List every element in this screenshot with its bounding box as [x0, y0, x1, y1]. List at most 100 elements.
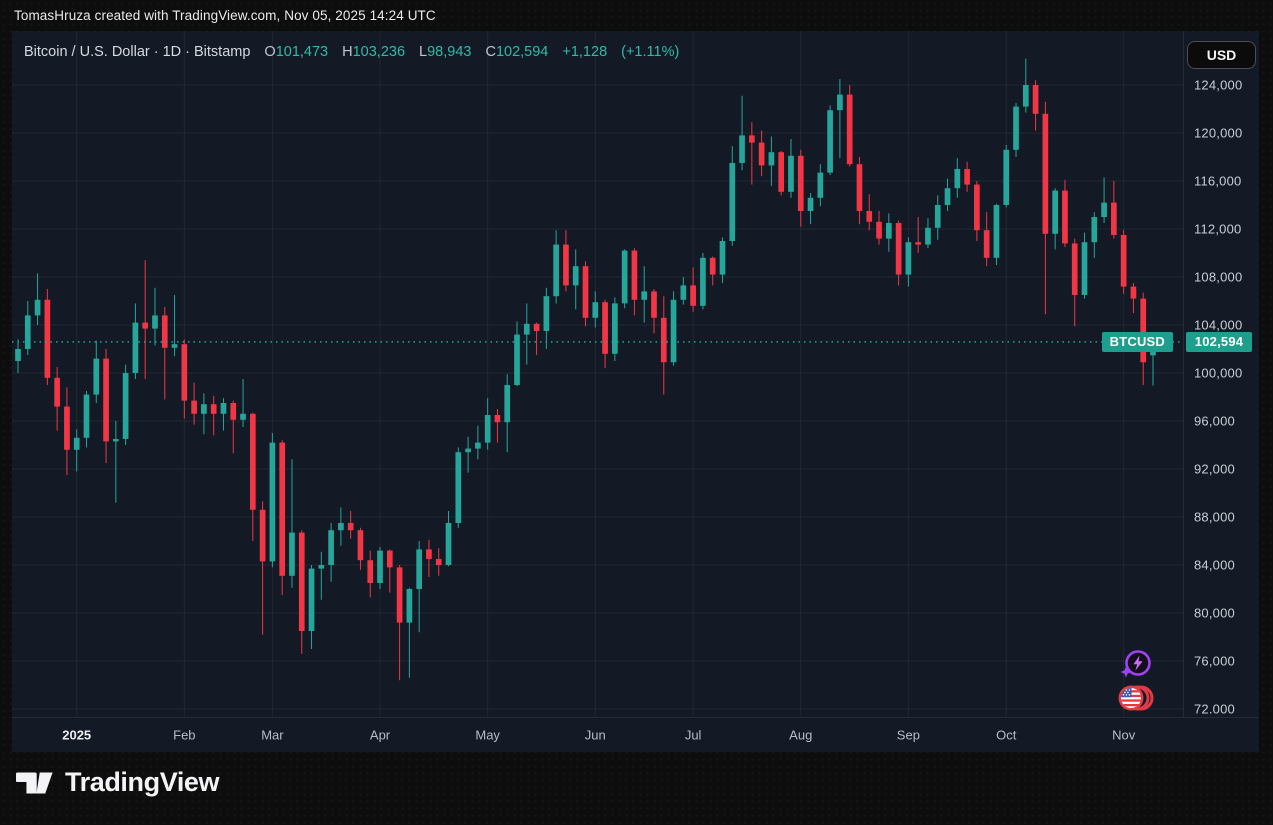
candle-body	[621, 250, 628, 304]
candle-body	[240, 413, 246, 420]
candle-body	[171, 344, 178, 348]
candle-body	[34, 299, 41, 316]
chart-pane[interactable]: Bitcoin / U.S. Dollar · 1D · Bitstamp O1…	[12, 31, 1259, 752]
time-tick-label: 2025	[62, 727, 92, 743]
candle-body	[1081, 242, 1088, 295]
candle-body	[1062, 190, 1068, 244]
candle-body	[1130, 286, 1137, 299]
candle-body	[386, 550, 393, 568]
candle-body	[846, 94, 853, 165]
candle-body	[915, 242, 922, 245]
candle-body	[1022, 85, 1029, 107]
candle-body	[445, 523, 452, 565]
candle-body	[748, 135, 755, 143]
candle-body	[83, 394, 90, 438]
candle-body	[631, 250, 638, 300]
candle-body	[249, 413, 256, 510]
price-tick-label: 112,000	[1194, 221, 1242, 237]
candle-body	[504, 385, 511, 423]
candle-body	[690, 285, 696, 306]
candle-body	[191, 400, 197, 414]
candle-body	[1032, 85, 1039, 114]
candle-body	[768, 152, 775, 166]
candle-body	[1140, 298, 1147, 363]
candle-body	[338, 523, 344, 531]
candlestick-plot[interactable]	[12, 31, 1259, 717]
candle-body	[161, 315, 168, 348]
time-tick-label: Feb	[173, 727, 196, 743]
candle-body	[465, 448, 471, 453]
candle-body	[533, 323, 540, 331]
candle-body	[93, 358, 100, 395]
attribution-bar: TomasHruza created with TradingView.com,…	[14, 0, 1273, 31]
candle-body	[660, 317, 667, 363]
last-price-chip: 102,594	[1186, 331, 1252, 352]
candle-body	[210, 404, 217, 414]
time-tick-label: Apr	[369, 727, 391, 743]
tradingview-logo[interactable]: TradingView	[16, 767, 220, 798]
price-tick-label: 88,000	[1194, 509, 1235, 525]
candle-body	[181, 344, 188, 401]
candle-body	[122, 373, 129, 439]
candle-body	[729, 163, 736, 241]
candle-body	[328, 530, 334, 565]
candle-body	[259, 509, 266, 562]
candle-body	[778, 152, 785, 192]
time-axis[interactable]: 2025 Feb Mar Apr May Jun Jul Aug Sep Oct Nov	[12, 717, 1259, 752]
candle-body	[807, 197, 814, 211]
candle-body	[797, 155, 804, 211]
candle-body	[426, 549, 432, 559]
attribution-text: TomasHruza created with TradingView.com,…	[14, 8, 436, 23]
candle-body	[396, 567, 403, 623]
candle-body	[602, 302, 608, 354]
candle-body	[895, 223, 902, 275]
symbol-title[interactable]: Bitcoin / U.S. Dollar · 1D · Bitstamp	[24, 44, 251, 60]
price-tick-label: 76,000	[1194, 653, 1235, 669]
price-tick-label: 108,000	[1194, 269, 1243, 285]
candle-body	[719, 241, 726, 275]
us-flag-coins-icon[interactable]	[1116, 682, 1158, 719]
change-absolute: +1,128	[562, 44, 608, 60]
candle-body	[230, 403, 237, 420]
candle-body	[700, 257, 706, 306]
candle-body	[298, 532, 305, 631]
time-tick-label: Jul	[684, 727, 702, 743]
candle-body	[543, 296, 550, 331]
price-tick-label: 116,000	[1194, 173, 1242, 189]
price-tick-label: 72.000	[1194, 701, 1235, 717]
candle-body	[670, 299, 677, 363]
candle-body	[357, 530, 364, 561]
last-price-symbol-badge: BTCUSD	[1101, 331, 1173, 352]
time-tick-label: Jun	[584, 727, 606, 743]
price-tick-label: 120,000	[1194, 125, 1243, 141]
candle-body	[1091, 217, 1098, 243]
candle-body	[739, 135, 745, 163]
time-tick-label: Nov	[1112, 727, 1136, 743]
candle-body	[582, 266, 589, 318]
candle-body	[201, 404, 207, 414]
candle-body	[269, 442, 276, 562]
candle-body	[24, 315, 31, 349]
candle-body	[651, 291, 657, 318]
spark-lightning-icon[interactable]	[1118, 649, 1154, 688]
candle-body	[367, 560, 374, 583]
candle-body	[44, 299, 51, 378]
candle-body	[680, 285, 687, 300]
candle-body	[132, 322, 139, 373]
candle-body	[289, 532, 295, 576]
candle-body	[347, 523, 354, 531]
candle-body	[817, 172, 824, 198]
candle-body	[856, 164, 863, 211]
price-axis[interactable]: 124,000 120,000 116,000 112,000 108,000 104,0…	[1183, 31, 1259, 717]
candle-body	[1003, 149, 1010, 205]
price-tick-label: 96,000	[1194, 413, 1235, 429]
candle-body	[1120, 235, 1127, 287]
price-tick-label: 80,000	[1194, 605, 1235, 621]
candle-body	[944, 188, 951, 205]
currency-toggle-button[interactable]: USD	[1187, 41, 1256, 69]
candle-body	[455, 452, 462, 523]
candle-body	[934, 205, 941, 228]
candle-body	[1042, 113, 1049, 234]
candle-body	[954, 169, 961, 189]
